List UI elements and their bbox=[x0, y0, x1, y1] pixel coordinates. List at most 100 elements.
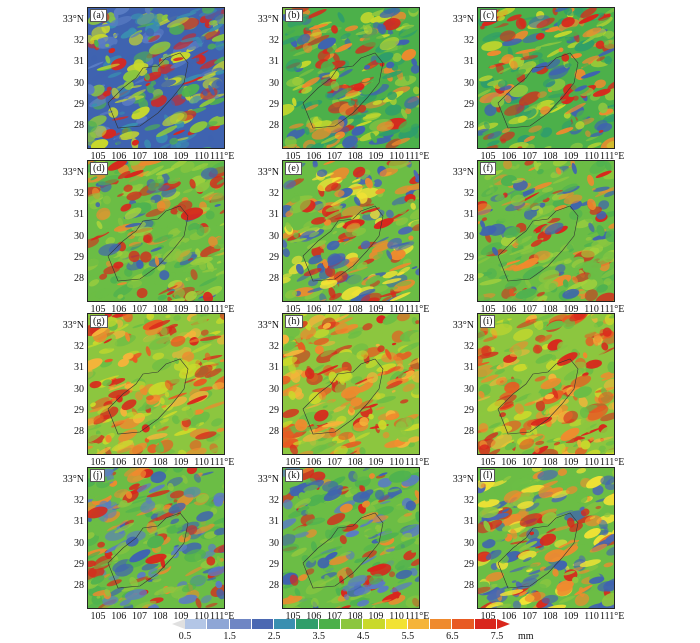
latitude-tick-label: 30 bbox=[464, 537, 474, 549]
longitude-tick-label: 110 bbox=[389, 457, 404, 468]
latitude-tick-label: 32 bbox=[464, 35, 474, 47]
province-boundary bbox=[497, 512, 579, 589]
latitude-tick-label: 33°N bbox=[452, 166, 474, 178]
latitude-tick-label: 33°N bbox=[452, 319, 474, 331]
map-panel: (i) bbox=[477, 313, 615, 455]
longitude-tick-label: 111°E bbox=[600, 611, 625, 622]
map-panel: (k) bbox=[282, 467, 420, 609]
colorbar-segment bbox=[318, 619, 341, 629]
latitude-tick-label: 32 bbox=[74, 495, 84, 507]
longitude-tick-label: 105 bbox=[90, 611, 106, 622]
latitude-tick-label: 28 bbox=[464, 120, 474, 132]
latitude-tick-label: 29 bbox=[74, 251, 84, 263]
latitude-tick-label: 33°N bbox=[62, 166, 84, 178]
province-boundary bbox=[302, 512, 384, 589]
latitude-tick-label: 32 bbox=[464, 495, 474, 507]
precipitation-field bbox=[283, 314, 419, 454]
colorbar-low-extension bbox=[172, 619, 185, 629]
province-boundary bbox=[497, 205, 579, 282]
latitude-tick-label: 28 bbox=[74, 426, 84, 438]
longitude-tick-label: 106 bbox=[501, 611, 517, 622]
longitude-tick-label: 110 bbox=[389, 611, 404, 622]
longitude-tick-label: 107 bbox=[326, 304, 342, 315]
latitude-tick-label: 32 bbox=[464, 341, 474, 353]
longitude-tick-label: 105 bbox=[285, 611, 301, 622]
longitude-tick-label: 106 bbox=[306, 611, 322, 622]
latitude-tick-label: 32 bbox=[74, 341, 84, 353]
longitude-tick-label: 107 bbox=[326, 457, 342, 468]
longitude-tick-label: 107 bbox=[131, 151, 147, 162]
latitude-tick-label: 29 bbox=[269, 404, 279, 416]
longitude-tick-label: 106 bbox=[111, 457, 127, 468]
map-panel: (e) bbox=[282, 160, 420, 302]
panel-label: (c) bbox=[480, 9, 498, 22]
latitude-tick-label: 32 bbox=[269, 35, 279, 47]
panel-label: (i) bbox=[480, 315, 496, 328]
latitude-tick-label: 28 bbox=[269, 120, 279, 132]
longitude-tick-label: 105 bbox=[90, 304, 106, 315]
colorbar-segment bbox=[340, 619, 364, 629]
colorbar-tick-label: 6.5 bbox=[446, 631, 459, 642]
longitude-tick-label: 109 bbox=[563, 304, 579, 315]
latitude-tick-label: 32 bbox=[269, 188, 279, 200]
longitude-tick-label: 111°E bbox=[210, 304, 235, 315]
colorbar-tick-label: 5.5 bbox=[401, 631, 415, 642]
latitude-tick-label: 30 bbox=[74, 77, 84, 89]
longitude-tick-label: 111°E bbox=[405, 457, 430, 468]
latitude-tick-label: 30 bbox=[269, 77, 279, 89]
precipitation-field bbox=[88, 8, 224, 148]
longitude-tick-label: 105 bbox=[285, 304, 301, 315]
latitude-tick-label: 33°N bbox=[62, 13, 84, 25]
latitude-tick-label: 28 bbox=[74, 273, 84, 285]
latitude-tick-label: 31 bbox=[464, 516, 474, 528]
latitude-tick-label: 30 bbox=[74, 230, 84, 242]
longitude-tick-label: 108 bbox=[152, 151, 168, 162]
precipitation-field bbox=[88, 468, 224, 608]
latitude-tick-label: 29 bbox=[269, 558, 279, 570]
colorbar-segment bbox=[363, 619, 386, 629]
longitude-tick-label: 110 bbox=[194, 457, 209, 468]
longitude-tick-label: 110 bbox=[584, 457, 599, 468]
longitude-tick-label: 107 bbox=[326, 151, 342, 162]
longitude-tick-label: 110 bbox=[194, 304, 209, 315]
latitude-tick-label: 31 bbox=[464, 56, 474, 68]
latitude-tick-label: 30 bbox=[269, 230, 279, 242]
colorbar-segment bbox=[251, 619, 275, 629]
longitude-tick-label: 107 bbox=[131, 457, 147, 468]
longitude-tick-label: 105 bbox=[480, 611, 496, 622]
longitude-tick-label: 109 bbox=[563, 151, 579, 162]
longitude-tick-label: 105 bbox=[480, 151, 496, 162]
latitude-tick-label: 28 bbox=[269, 580, 279, 592]
latitude-tick-label: 33°N bbox=[62, 319, 84, 331]
panel-label: (j) bbox=[90, 469, 106, 482]
longitude-tick-label: 110 bbox=[194, 611, 209, 622]
longitude-tick-label: 109 bbox=[563, 611, 579, 622]
map-panel: (j) bbox=[87, 467, 225, 609]
longitude-tick-label: 110 bbox=[584, 151, 599, 162]
latitude-tick-label: 28 bbox=[464, 580, 474, 592]
longitude-tick-label: 107 bbox=[131, 611, 147, 622]
latitude-tick-label: 32 bbox=[269, 341, 279, 353]
longitude-tick-label: 108 bbox=[152, 304, 168, 315]
latitude-tick-label: 30 bbox=[74, 383, 84, 395]
longitude-tick-label: 106 bbox=[111, 611, 127, 622]
colorbar-tick-label: 7.5 bbox=[490, 631, 504, 642]
province-boundary bbox=[302, 358, 384, 435]
latitude-tick-label: 32 bbox=[74, 35, 84, 47]
latitude-tick-label: 28 bbox=[269, 426, 279, 438]
map-panel: (l) bbox=[477, 467, 615, 609]
longitude-tick-label: 107 bbox=[131, 304, 147, 315]
longitude-tick-label: 106 bbox=[501, 457, 517, 468]
latitude-tick-label: 29 bbox=[74, 558, 84, 570]
precipitation-field bbox=[478, 314, 614, 454]
precipitation-field bbox=[88, 314, 224, 454]
longitude-tick-label: 106 bbox=[501, 304, 517, 315]
latitude-tick-label: 33°N bbox=[257, 166, 279, 178]
colorbar-segment bbox=[407, 619, 431, 629]
latitude-tick-label: 33°N bbox=[452, 13, 474, 25]
longitude-tick-label: 109 bbox=[173, 151, 189, 162]
longitude-tick-label: 106 bbox=[501, 151, 517, 162]
longitude-tick-label: 111°E bbox=[210, 457, 235, 468]
longitude-tick-label: 108 bbox=[542, 304, 558, 315]
latitude-tick-label: 32 bbox=[74, 188, 84, 200]
